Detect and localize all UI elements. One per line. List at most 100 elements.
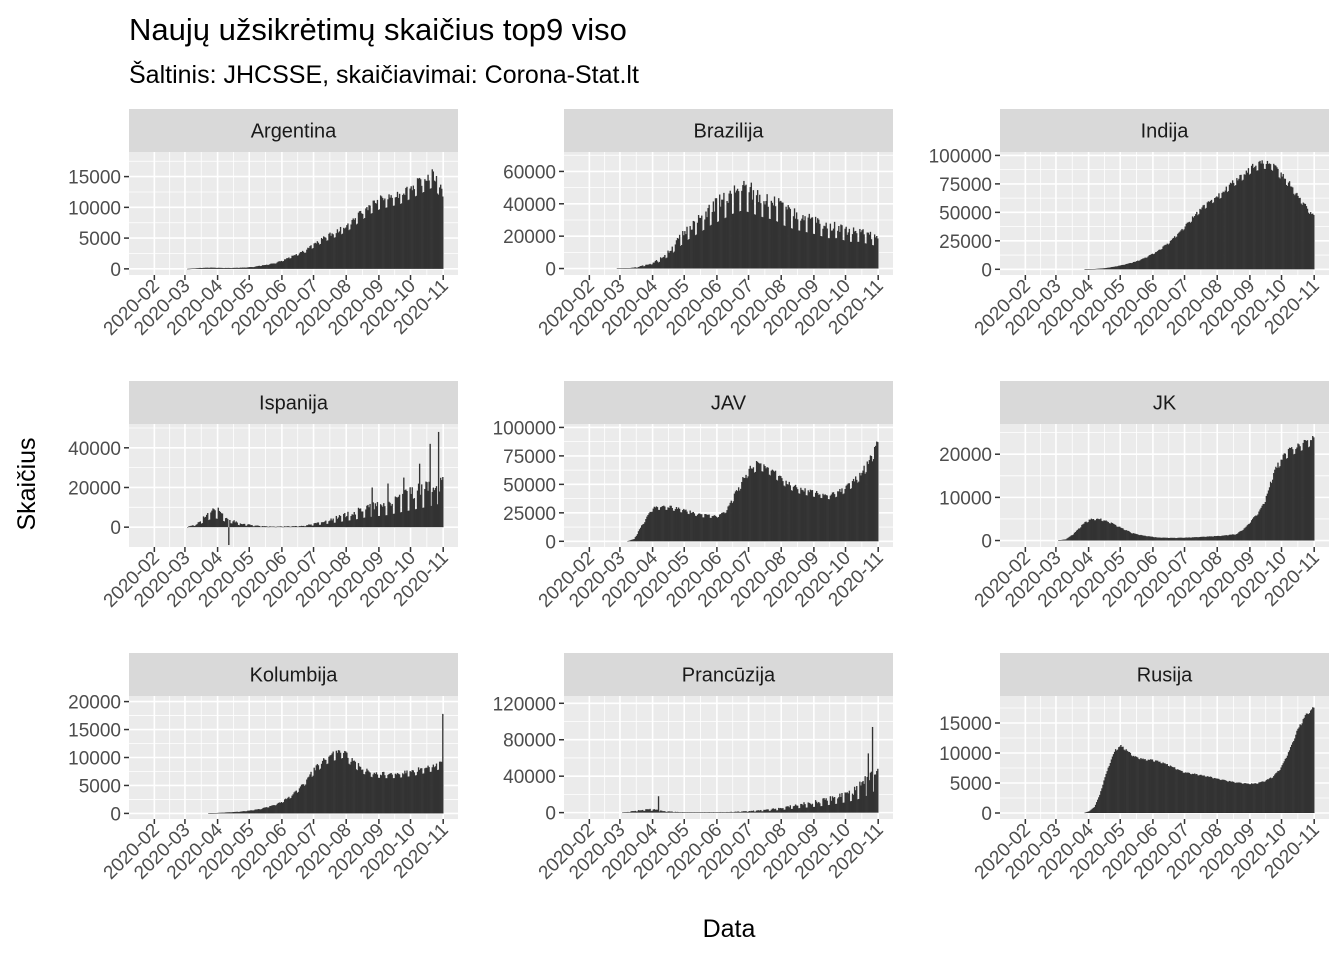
bar xyxy=(1137,534,1139,541)
bar xyxy=(363,218,365,269)
bar xyxy=(314,522,316,528)
bar xyxy=(744,811,746,813)
bar xyxy=(1108,267,1110,270)
bar xyxy=(325,759,327,814)
bar xyxy=(1189,222,1192,270)
bar xyxy=(189,526,191,528)
bar xyxy=(747,212,749,269)
bar xyxy=(871,245,874,269)
bar xyxy=(373,772,375,814)
bar xyxy=(1090,809,1093,813)
bar xyxy=(824,799,826,813)
bar xyxy=(649,808,651,813)
bar xyxy=(685,812,687,813)
bar xyxy=(379,774,382,814)
bar xyxy=(1239,782,1241,813)
facet-strip xyxy=(129,653,458,696)
bar xyxy=(767,206,769,269)
bar xyxy=(189,268,191,270)
bar xyxy=(1092,807,1095,813)
bar xyxy=(724,812,726,813)
bar xyxy=(375,203,378,269)
bar xyxy=(1294,195,1296,270)
bar xyxy=(1155,537,1157,541)
bar xyxy=(209,267,211,269)
bar xyxy=(431,767,433,814)
bar xyxy=(1225,780,1227,813)
bar xyxy=(1125,749,1127,813)
bar xyxy=(1187,537,1190,541)
bar xyxy=(1084,812,1086,814)
bar xyxy=(220,812,223,814)
bar xyxy=(798,493,800,542)
bar xyxy=(736,811,739,813)
bar xyxy=(849,489,852,542)
bar xyxy=(1260,781,1262,813)
bar xyxy=(729,811,731,813)
bar xyxy=(354,761,356,814)
bar xyxy=(216,812,218,814)
bar xyxy=(750,182,752,269)
bar xyxy=(726,811,728,813)
bar xyxy=(199,521,202,528)
bar xyxy=(865,795,867,813)
bar xyxy=(242,267,245,269)
bar xyxy=(239,523,242,528)
bar xyxy=(725,812,727,813)
bar xyxy=(438,761,441,814)
bar xyxy=(1305,206,1308,270)
bar xyxy=(1268,487,1271,541)
bar xyxy=(359,210,362,269)
bar xyxy=(1295,449,1297,541)
bar xyxy=(226,812,228,814)
bar xyxy=(401,777,403,814)
bar xyxy=(855,790,857,813)
bar xyxy=(1242,179,1244,270)
bar xyxy=(1238,532,1240,541)
bar xyxy=(862,470,864,542)
bar xyxy=(417,178,420,269)
facet-strip xyxy=(129,381,458,424)
bar xyxy=(1162,762,1164,813)
bar xyxy=(726,201,728,269)
bar xyxy=(1251,518,1254,541)
bar xyxy=(388,774,390,814)
bar xyxy=(432,171,435,269)
bar xyxy=(1269,164,1272,270)
bar xyxy=(729,190,731,269)
bar xyxy=(877,768,879,813)
bar xyxy=(698,812,701,813)
bar xyxy=(359,766,362,814)
bar xyxy=(337,750,340,814)
bar xyxy=(1194,216,1196,270)
bar xyxy=(1185,537,1187,541)
bar xyxy=(1131,262,1134,270)
bar xyxy=(349,764,351,814)
bar xyxy=(700,812,702,813)
bar xyxy=(863,234,865,269)
y-tick-label: 20000 xyxy=(939,445,992,466)
bar xyxy=(856,786,858,813)
bar xyxy=(1119,265,1121,270)
bar xyxy=(748,192,750,269)
bar xyxy=(634,267,637,269)
bar xyxy=(1216,778,1218,813)
bar xyxy=(804,804,806,813)
bar xyxy=(869,231,872,269)
bar xyxy=(1103,268,1105,270)
bar-series xyxy=(187,169,444,270)
bar xyxy=(318,524,321,528)
bar xyxy=(616,268,619,269)
bar xyxy=(1268,163,1271,270)
bar xyxy=(406,770,408,814)
bar xyxy=(701,514,703,542)
bar xyxy=(1260,507,1262,541)
bar xyxy=(418,463,421,528)
bar xyxy=(404,770,406,814)
bar xyxy=(710,812,712,813)
bar xyxy=(845,485,847,542)
facet-strip xyxy=(564,109,893,152)
bar xyxy=(622,812,624,814)
bar xyxy=(811,217,814,269)
